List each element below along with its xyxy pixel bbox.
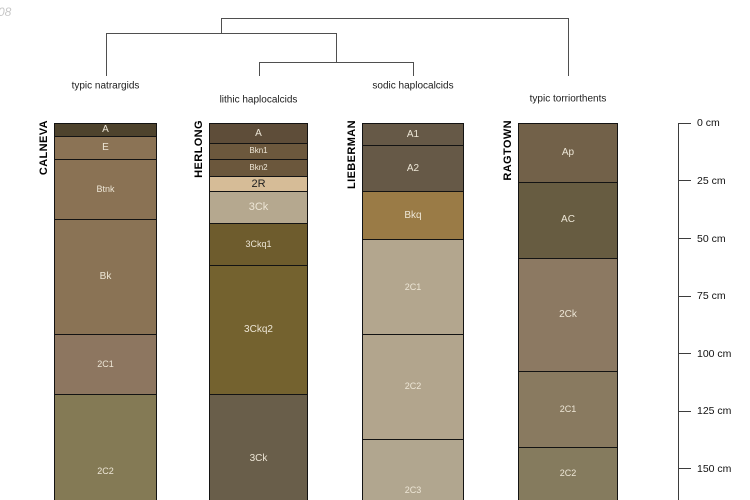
depth-tick	[678, 237, 691, 240]
horizon-ragtown-2ck: 2Ck	[519, 257, 617, 371]
dendrogram-line	[413, 62, 415, 76]
depth-tick-label: 100 cm	[697, 347, 732, 360]
horizon-lieberman-2c3: 2C3	[363, 438, 463, 500]
horizon-label: Bkn1	[249, 146, 268, 156]
depth-tick-label: 0 cm	[697, 117, 720, 130]
depth-tick	[678, 353, 691, 355]
series-label-calneva: CALNEVA	[38, 120, 50, 176]
dendrogram-line	[105, 33, 337, 35]
horizon-label: 2C2	[97, 466, 114, 477]
horizon-herlong-3ck: 3Ck	[210, 191, 307, 224]
classification-label-lithic-haplocalcids: lithic haplocalcids	[219, 94, 298, 106]
horizon-label: 3Ck	[248, 201, 269, 214]
horizon-label: 2C2	[404, 381, 422, 392]
horizon-label: 2Ck	[559, 308, 577, 320]
depth-tick	[678, 410, 691, 412]
dendrogram-line	[220, 18, 222, 33]
depth-tick-label: 150 cm	[697, 462, 732, 475]
horizon-calneva-2c2: 2C2	[55, 393, 156, 500]
depth-tick	[678, 122, 691, 124]
horizon-herlong-2r: 2R	[210, 176, 307, 192]
profile-column-ragtown: Ap AC 2Ck 2C1 2C2	[518, 123, 618, 500]
depth-tick	[678, 468, 691, 470]
horizon-calneva-2c1: 2C1	[55, 333, 156, 394]
horizon-lieberman-a1: A1	[363, 124, 463, 146]
profile-column-calneva: A E Btnk Bk 2C1 2C2	[54, 123, 157, 500]
horizon-ragtown-ac: AC	[519, 181, 617, 258]
horizon-label: A1	[406, 128, 420, 140]
depth-tick-label: 75 cm	[697, 290, 726, 303]
horizon-calneva-a: A	[55, 124, 156, 136]
dendrogram-line	[335, 33, 337, 62]
horizon-label: 2R	[251, 177, 266, 190]
horizon-herlong-bkn2: Bkn2	[210, 158, 307, 177]
series-label-ragtown: RAGTOWN	[502, 120, 514, 181]
classification-label-typic-natrargids: typic natrargids	[71, 80, 140, 92]
horizon-label: A2	[406, 162, 420, 174]
dendrogram-line	[105, 33, 107, 76]
horizon-herlong-bkn1: Bkn1	[210, 142, 307, 159]
classification-label-sodic-haplocalcids: sodic haplocalcids	[372, 80, 454, 92]
depth-tick-label: 50 cm	[697, 232, 726, 245]
horizon-label: AC	[561, 214, 575, 226]
horizon-herlong-3ckq1: 3Ckq1	[210, 223, 307, 265]
horizon-calneva-e: E	[55, 135, 156, 159]
horizon-label: Bkn2	[249, 162, 268, 172]
horizon-herlong-a: A	[210, 124, 307, 143]
horizon-label: Btnk	[96, 183, 115, 194]
horizon-label: E	[102, 141, 109, 153]
horizon-label: 3Ckq1	[245, 239, 272, 250]
horizon-herlong-3ck: 3Ck	[210, 393, 307, 500]
horizon-label: Bk	[99, 270, 112, 282]
horizon-lieberman-bkq: Bkq	[363, 191, 463, 240]
horizon-label: 3Ck	[249, 452, 268, 464]
horizon-ragtown-2c1: 2C1	[519, 370, 617, 447]
classification-label-typic-torriorthents: typic torriorthents	[529, 93, 607, 105]
depth-tick-label: 25 cm	[697, 174, 726, 187]
series-label-lieberman: LIEBERMAN	[346, 120, 358, 190]
horizon-label: 2C1	[97, 358, 114, 369]
watermark-text: -08	[0, 5, 12, 19]
dendrogram-line	[258, 62, 260, 76]
series-label-herlong: HERLONG	[193, 120, 205, 179]
horizon-label: Bkq	[404, 209, 422, 221]
profile-column-herlong: A Bkn1 Bkn2 2R 3Ck 3Ckq1 3Ckq2 3Ck	[209, 123, 308, 500]
horizon-lieberman-2c2: 2C2	[363, 333, 463, 439]
horizon-label: A	[102, 124, 109, 136]
horizon-label: 2C1	[559, 403, 577, 414]
horizon-label: 2C3	[404, 485, 422, 496]
horizon-label: 3Ckq2	[244, 323, 273, 335]
horizon-label: Ap	[561, 147, 575, 159]
profile-column-lieberman: A1 A2 Bkq 2C1 2C2 2C3	[362, 123, 464, 500]
horizon-lieberman-a2: A2	[363, 145, 463, 192]
horizon-herlong-3ckq2: 3Ckq2	[210, 264, 307, 394]
dendrogram-line	[220, 18, 570, 20]
horizon-calneva-bk: Bk	[55, 218, 156, 334]
horizon-label: 2C2	[559, 468, 577, 479]
dendrogram-line	[568, 18, 570, 76]
horizon-ragtown-ap: Ap	[519, 124, 617, 182]
horizon-lieberman-2c1: 2C1	[363, 239, 463, 334]
horizon-label: 2C1	[404, 281, 422, 292]
horizon-ragtown-2c2: 2C2	[519, 446, 617, 500]
depth-tick	[678, 180, 691, 182]
dendrogram-line	[258, 62, 415, 64]
horizon-calneva-btnk: Btnk	[55, 158, 156, 219]
depth-tick	[678, 295, 691, 297]
depth-tick-label: 125 cm	[697, 405, 732, 418]
horizon-label: A	[255, 127, 262, 139]
depth-axis-line	[678, 123, 680, 500]
